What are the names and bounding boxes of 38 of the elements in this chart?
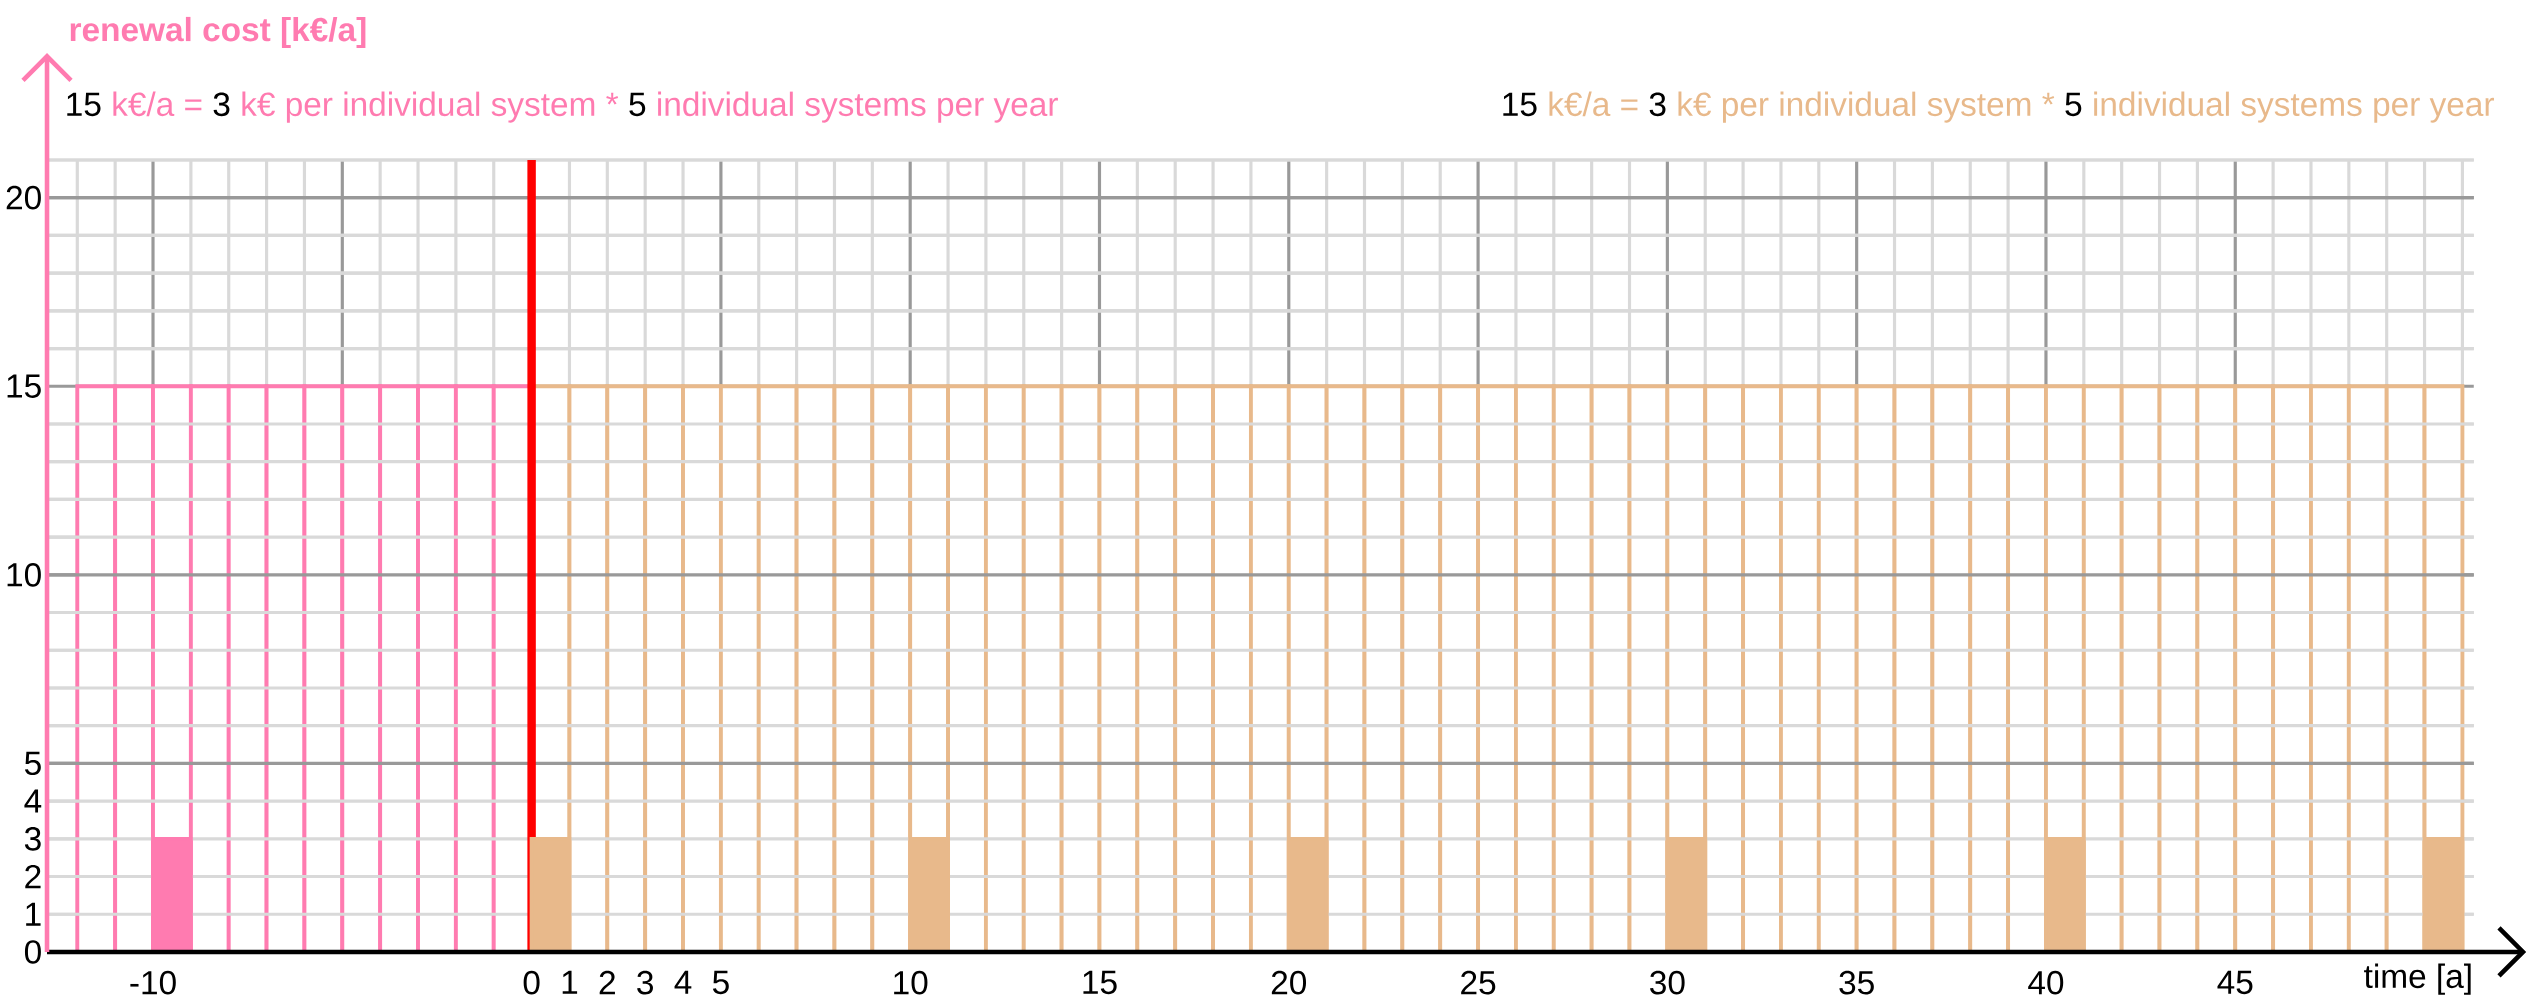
x-tick-label: 3 (637, 970, 653, 995)
x-tick-label: 5 (712, 970, 729, 995)
y-tick-label: 10 (7, 563, 41, 587)
y-tick-label: 0 (24, 940, 41, 964)
x-tick-label: 2 (599, 970, 615, 995)
y-tick-label: 20 (6, 185, 41, 210)
y-tick-label: 15 (7, 374, 41, 398)
x-tick-label: 0 (523, 970, 540, 995)
x-tick-label: -10 (130, 970, 176, 995)
x-tick-label: 10 (894, 970, 928, 995)
x-tick-label: 4 (674, 970, 692, 994)
x-tick-label: 30 (1650, 970, 1685, 995)
y-tick-label: 1 (26, 902, 41, 926)
x-tick-label: 1 (562, 970, 578, 994)
annotation: individual systems per year (2094, 91, 2494, 123)
x-tick-label: 35 (1839, 970, 1874, 995)
annotation: k€/a = (1549, 91, 1638, 117)
annotation: k€ per individual system * (1678, 91, 2055, 123)
annotation: individual systems per year (658, 91, 1058, 123)
y-tick-label: 5 (24, 751, 41, 776)
y-tick-label: 3 (24, 827, 41, 851)
annotation: k€/a = (113, 91, 202, 117)
x-tick-label: 45 (2217, 970, 2253, 995)
annotation: 5 (2065, 92, 2082, 117)
y-tick-label: 2 (25, 864, 41, 889)
annotation: 15 (67, 92, 101, 117)
x-tick-label: 20 (1271, 970, 1307, 995)
annotation: 3 (213, 92, 230, 117)
y-axis-title: renewal cost [k€/a] (70, 16, 366, 49)
x-tick-label: 15 (1083, 970, 1117, 995)
x-axis-title: time [a] (2364, 963, 2471, 995)
annotation: 3 (1649, 92, 1666, 117)
y-tick-label: 4 (24, 789, 42, 813)
annotation: k€ per individual system * (242, 91, 619, 123)
x-tick-label: 40 (2028, 970, 2064, 995)
annotation: 5 (629, 92, 646, 117)
x-tick-label: 25 (1461, 970, 1496, 995)
annotation: 15 (1503, 92, 1537, 117)
